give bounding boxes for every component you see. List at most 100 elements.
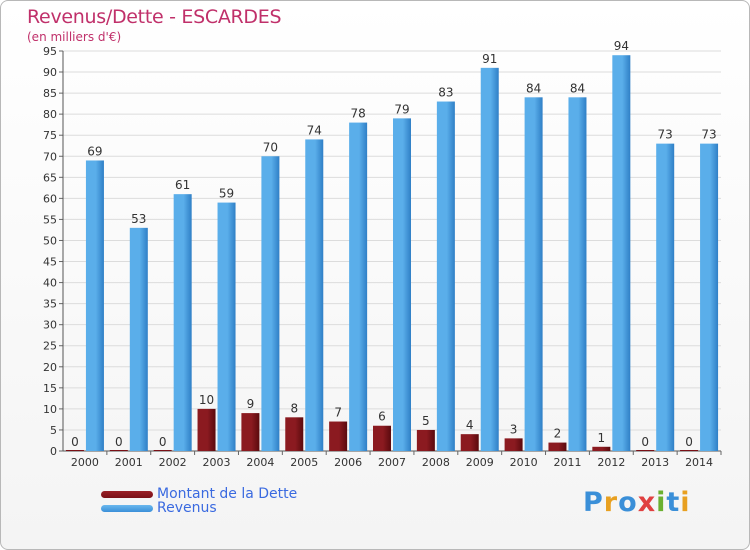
bar-revenus [85,160,104,451]
bar-dette [153,450,172,451]
y-tick-label: 15 [43,382,57,395]
legend-swatch-revenus [101,505,153,512]
data-label-revenus: 83 [438,86,453,100]
data-label-dette: 9 [247,397,255,411]
y-tick-label: 25 [43,340,57,353]
legend-label-revenus: Revenus [157,500,217,516]
proxiti-logo: Proxiti [583,487,691,518]
y-tick-label: 30 [43,319,57,332]
bar-dette [197,408,216,451]
bar-revenus [524,97,543,451]
x-tick-label: 2004 [246,456,274,469]
bar-dette [329,421,348,451]
data-label-revenus: 73 [658,128,673,142]
bar-revenus [700,143,719,451]
bar-dette [680,450,699,451]
data-label-dette: 7 [334,406,342,420]
y-tick-label: 35 [43,298,57,311]
legend-label-dette: Montant de la Dette [157,486,298,502]
data-label-dette: 0 [71,435,79,449]
data-label-revenus: 53 [131,212,146,226]
data-label-revenus: 84 [526,81,541,95]
bar-revenus [173,194,192,451]
y-tick-label: 95 [43,45,57,58]
y-tick-label: 75 [43,129,57,142]
data-label-dette: 1 [598,431,606,445]
y-tick-label: 85 [43,87,57,100]
x-tick-label: 2001 [115,456,143,469]
bar-revenus [436,101,455,452]
x-tick-label: 2013 [641,456,669,469]
bar-revenus [612,55,631,452]
data-label-revenus: 69 [87,144,102,158]
data-label-revenus: 91 [482,52,497,66]
bar-dette [548,442,567,451]
y-tick-label: 5 [50,424,57,437]
data-label-dette: 4 [466,418,474,432]
y-tick-label: 60 [43,192,57,205]
logo-letter: P [583,487,604,518]
legend-swatch-dette [101,491,153,498]
bar-revenus [217,202,236,451]
bar-revenus [480,67,499,451]
y-tick-label: 55 [43,213,57,226]
data-label-dette: 3 [510,422,518,436]
y-tick-label: 0 [50,445,57,458]
x-tick-label: 2008 [422,456,450,469]
data-label-revenus: 78 [350,107,365,121]
y-tick-label: 80 [43,108,57,121]
bar-dette [636,450,655,451]
logo-letter: i [680,487,691,518]
bar-revenus [261,156,280,451]
data-label-revenus: 84 [570,81,585,95]
bar-dette [592,446,611,451]
logo-letter: i [656,487,667,518]
logo-letter: o [618,487,638,518]
data-label-dette: 0 [685,435,693,449]
bar-dette [416,429,435,451]
data-label-dette: 2 [554,427,562,441]
x-tick-label: 2000 [71,456,99,469]
x-tick-label: 2011 [553,456,581,469]
bar-revenus [129,227,148,451]
bar-dette [109,450,128,451]
x-tick-label: 2009 [466,456,494,469]
data-label-dette: 10 [199,393,214,407]
data-label-dette: 6 [378,410,386,424]
logo-letter: r [603,487,619,518]
bar-revenus [656,143,675,451]
data-label-dette: 0 [641,435,649,449]
bar-revenus [305,139,324,451]
bar-dette [373,425,391,451]
x-tick-label: 2014 [685,456,713,469]
data-label-revenus: 94 [614,39,629,53]
x-tick-label: 2003 [203,456,231,469]
bar-dette [65,450,84,451]
bar-dette [504,438,523,451]
x-tick-label: 2007 [378,456,406,469]
data-label-revenus: 74 [307,123,322,137]
data-label-dette: 5 [422,414,430,428]
y-tick-label: 90 [43,66,57,79]
data-label-dette: 8 [290,401,298,415]
bar-dette [241,413,260,451]
data-label-dette: 0 [115,435,123,449]
data-label-revenus: 79 [394,102,409,116]
bar-dette [460,434,479,451]
data-label-dette: 0 [159,435,167,449]
bar-dette [285,417,304,451]
chart-title: Revenus/Dette - ESCARDES [27,6,282,28]
y-tick-label: 10 [43,403,57,416]
logo-letter: x [637,487,657,518]
bar-revenus [349,122,368,451]
data-label-revenus: 70 [263,140,278,154]
y-tick-label: 50 [43,234,57,247]
y-tick-label: 65 [43,171,57,184]
bar-revenus [568,97,587,451]
x-tick-label: 2006 [334,456,362,469]
y-tick-label: 20 [43,361,57,374]
data-label-revenus: 59 [219,187,234,201]
chart-subtitle: (en milliers d'€) [27,30,122,44]
logo-letter: t [666,487,681,518]
